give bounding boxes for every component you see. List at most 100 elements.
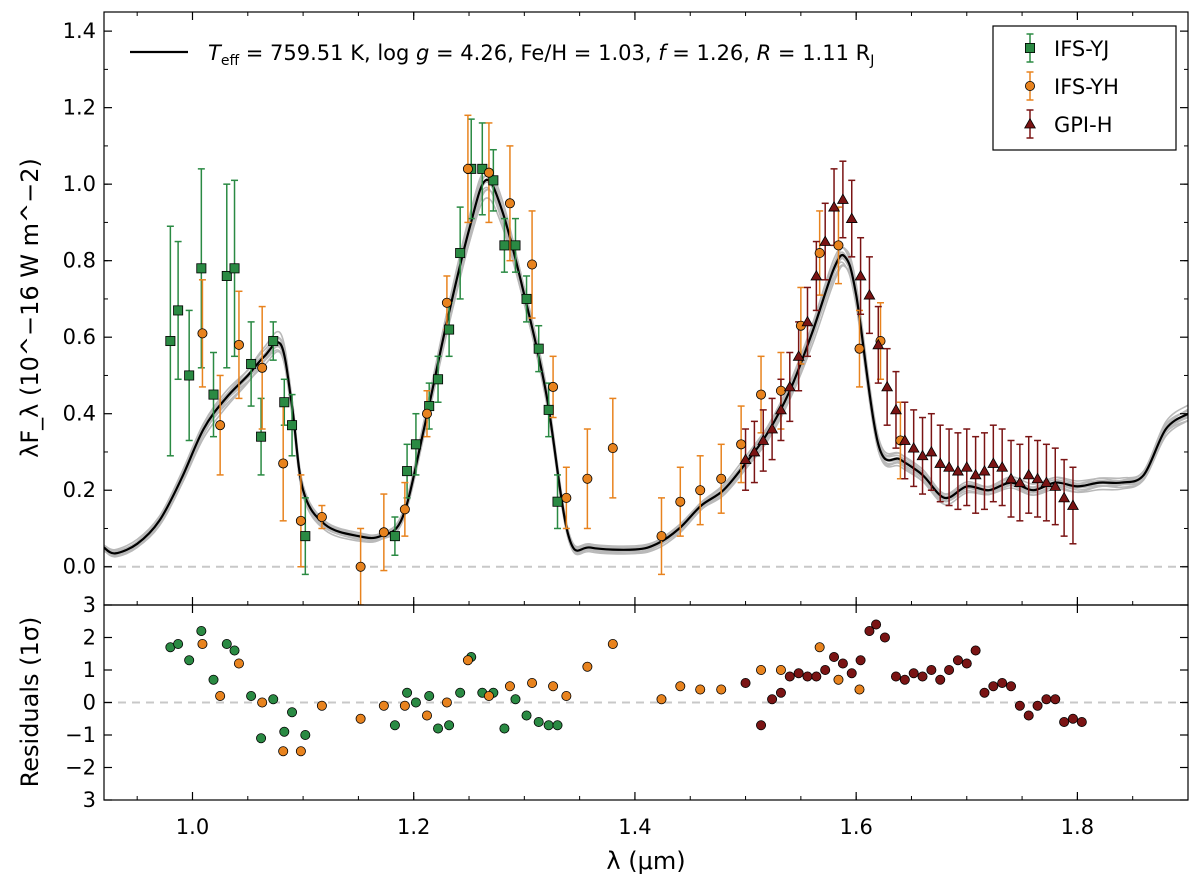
data-point: [196, 263, 207, 274]
residual-point: [1032, 700, 1043, 711]
data-point: [510, 240, 521, 251]
residual-point: [775, 687, 786, 698]
model-sample-curve: [104, 174, 1188, 551]
residual-point: [278, 746, 289, 757]
residual-point: [355, 713, 366, 724]
data-point: [441, 297, 452, 308]
residual-point: [871, 619, 882, 630]
data-point: [433, 374, 444, 385]
data-point: [499, 240, 510, 251]
residual-point: [1059, 717, 1070, 728]
data-point: [656, 531, 667, 542]
data-point: [836, 193, 849, 204]
data-point: [854, 269, 867, 281]
data-point: [582, 473, 593, 484]
data-point: [316, 512, 327, 523]
residual-point: [908, 668, 919, 679]
residual-point: [961, 658, 972, 669]
data-point: [278, 458, 289, 469]
data-point: [854, 343, 865, 354]
data-point: [783, 380, 796, 392]
data-point: [221, 270, 232, 281]
x-tick-label: 1.8: [1061, 815, 1094, 839]
residual-point: [424, 691, 435, 702]
data-point: [898, 434, 911, 445]
data-point: [521, 293, 532, 304]
residual-point: [256, 733, 267, 744]
legend-label: GPI-H: [1054, 113, 1113, 137]
data-point: [257, 362, 268, 373]
data-point: [455, 248, 466, 259]
data-points: [165, 163, 1079, 572]
residual-point: [196, 626, 207, 637]
data-point: [1058, 491, 1071, 503]
residual-point: [215, 691, 226, 702]
data-point: [287, 420, 298, 431]
data-point: [488, 175, 499, 186]
data-point: [987, 457, 1000, 468]
residual-point: [756, 665, 767, 676]
residual-point: [208, 674, 219, 685]
data-point: [444, 324, 455, 335]
data-point: [233, 339, 244, 350]
data-point: [561, 492, 572, 503]
residual-point: [510, 694, 521, 705]
residual-point: [389, 720, 400, 731]
data-point: [739, 453, 752, 464]
y-tick-label: −2: [65, 756, 96, 780]
y-tick-label: 0: [83, 691, 96, 715]
data-point: [1013, 476, 1026, 487]
residual-point: [455, 687, 466, 698]
data-point: [916, 449, 929, 461]
data-point: [819, 235, 832, 246]
data-point: [833, 240, 844, 251]
residual-point: [504, 681, 515, 692]
residual-point: [295, 746, 306, 757]
residual-point: [829, 652, 840, 663]
residual-point: [1006, 681, 1017, 692]
residual-point: [229, 645, 240, 656]
data-point: [810, 269, 823, 281]
residual-point: [300, 730, 311, 741]
residual-point: [1023, 710, 1034, 721]
residual-point: [820, 665, 831, 676]
data-point: [483, 167, 494, 178]
data-point: [215, 420, 226, 431]
residual-point: [656, 694, 667, 705]
residual-point: [197, 639, 208, 650]
data-point: [756, 389, 767, 400]
residual-point: [444, 720, 455, 731]
residual-point: [926, 665, 937, 676]
model-parameters-label: Teff = 759.51 K, log g = 4.26, Fe/H = 1.…: [208, 41, 874, 69]
data-point: [421, 408, 432, 419]
data-point: [951, 465, 964, 476]
data-point: [907, 442, 920, 453]
data-point: [548, 381, 559, 392]
data-point: [828, 201, 841, 212]
data-point: [543, 404, 554, 415]
data-point: [863, 289, 876, 300]
residual-point: [846, 668, 857, 679]
residual-point: [837, 658, 848, 669]
residual-point: [864, 626, 875, 637]
x-axis-label: λ (μm): [606, 847, 685, 875]
data-point: [757, 434, 770, 445]
residual-point: [184, 655, 195, 666]
residual-point: [316, 700, 327, 711]
residual-point: [970, 645, 981, 656]
data-point: [197, 328, 208, 339]
residual-point: [879, 632, 890, 643]
residual-point: [1041, 694, 1052, 705]
residual-point: [695, 684, 706, 695]
data-point: [925, 445, 938, 457]
residual-point: [421, 710, 432, 721]
data-point: [399, 504, 410, 515]
data-point: [279, 397, 290, 408]
residual-point: [533, 717, 544, 728]
residual-point: [257, 697, 268, 708]
residual-point: [287, 707, 298, 718]
x-tick-label: 1.4: [618, 815, 651, 839]
data-point: [801, 315, 814, 327]
residuals-y-axis-label: Residuals (1σ): [16, 617, 44, 788]
